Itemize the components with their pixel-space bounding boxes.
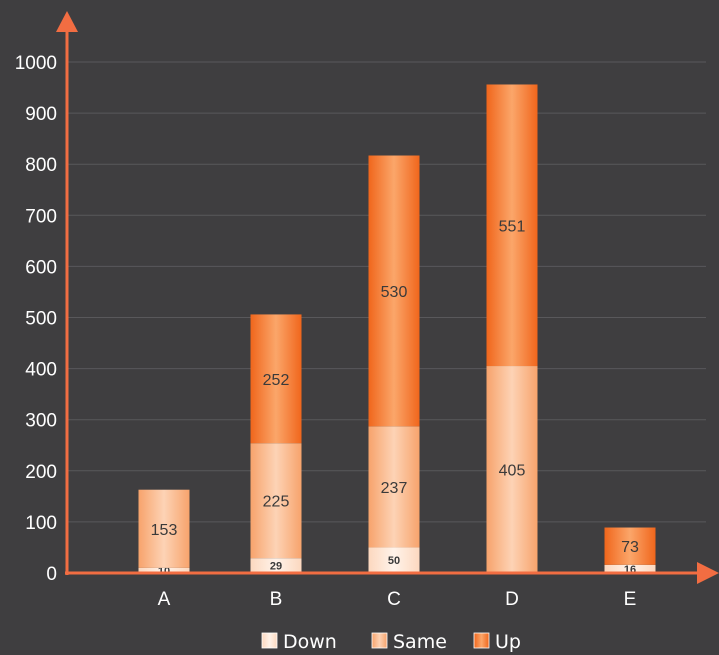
legend-swatch-up bbox=[473, 632, 490, 649]
legend-swatch-same bbox=[371, 632, 388, 649]
data-label-B-down: 29 bbox=[270, 561, 282, 573]
bar-C-up bbox=[368, 155, 420, 427]
bar-D-same bbox=[486, 366, 538, 573]
data-label-C-same: 237 bbox=[381, 480, 408, 497]
axes: 0 100 200 300 400 500 600 700 800 900 1000 A B C D E bbox=[15, 11, 719, 610]
legend: Down Same Up bbox=[261, 631, 521, 653]
data-label-A-same: 153 bbox=[151, 522, 178, 539]
y-tick-label: 400 bbox=[25, 360, 57, 381]
x-tick-label: A bbox=[158, 589, 171, 610]
data-label-C-down: 50 bbox=[388, 555, 400, 567]
bar-B-down bbox=[250, 558, 302, 573]
x-tick-label: E bbox=[624, 589, 637, 610]
y-tick-label: 200 bbox=[25, 462, 57, 483]
data-label-D-up: 551 bbox=[499, 218, 526, 235]
y-tick-label: 600 bbox=[25, 257, 57, 278]
y-tick-label: 100 bbox=[25, 513, 57, 534]
bar-A-same bbox=[138, 489, 190, 568]
y-tick-label: 300 bbox=[25, 411, 57, 432]
y-tick-label: 1000 bbox=[15, 53, 57, 74]
x-tick-label: C bbox=[387, 589, 401, 610]
y-tick-label: 700 bbox=[25, 206, 57, 227]
bar-B-same bbox=[250, 443, 302, 559]
bar-C-down bbox=[368, 547, 420, 573]
y-tick-label: 900 bbox=[25, 104, 57, 125]
legend-label-down: Down bbox=[283, 631, 337, 653]
bar-E-down bbox=[604, 564, 656, 573]
x-tick-label: B bbox=[270, 589, 283, 610]
bar-A-down bbox=[138, 567, 190, 573]
x-tick-label: D bbox=[505, 589, 519, 610]
data-label-D-same: 405 bbox=[499, 463, 526, 480]
bar-D-up bbox=[486, 84, 538, 367]
y-tick-label: 500 bbox=[25, 309, 57, 330]
bar-E-up bbox=[604, 527, 656, 565]
legend-label-same: Same bbox=[393, 631, 447, 653]
y-axis-arrow bbox=[56, 11, 78, 32]
y-tick-label: 800 bbox=[25, 155, 57, 176]
data-label-E-up: 73 bbox=[621, 539, 639, 556]
x-axis-arrow bbox=[697, 562, 719, 584]
data-label-B-same: 225 bbox=[263, 494, 290, 511]
data-label-C-up: 530 bbox=[381, 284, 408, 301]
legend-label-up: Up bbox=[495, 631, 521, 653]
data-label-B-up: 252 bbox=[263, 372, 290, 389]
y-tick-label: 0 bbox=[46, 564, 57, 585]
bar-C-same bbox=[368, 426, 420, 548]
legend-swatch-down bbox=[261, 632, 278, 649]
bar-B-up bbox=[250, 314, 302, 444]
